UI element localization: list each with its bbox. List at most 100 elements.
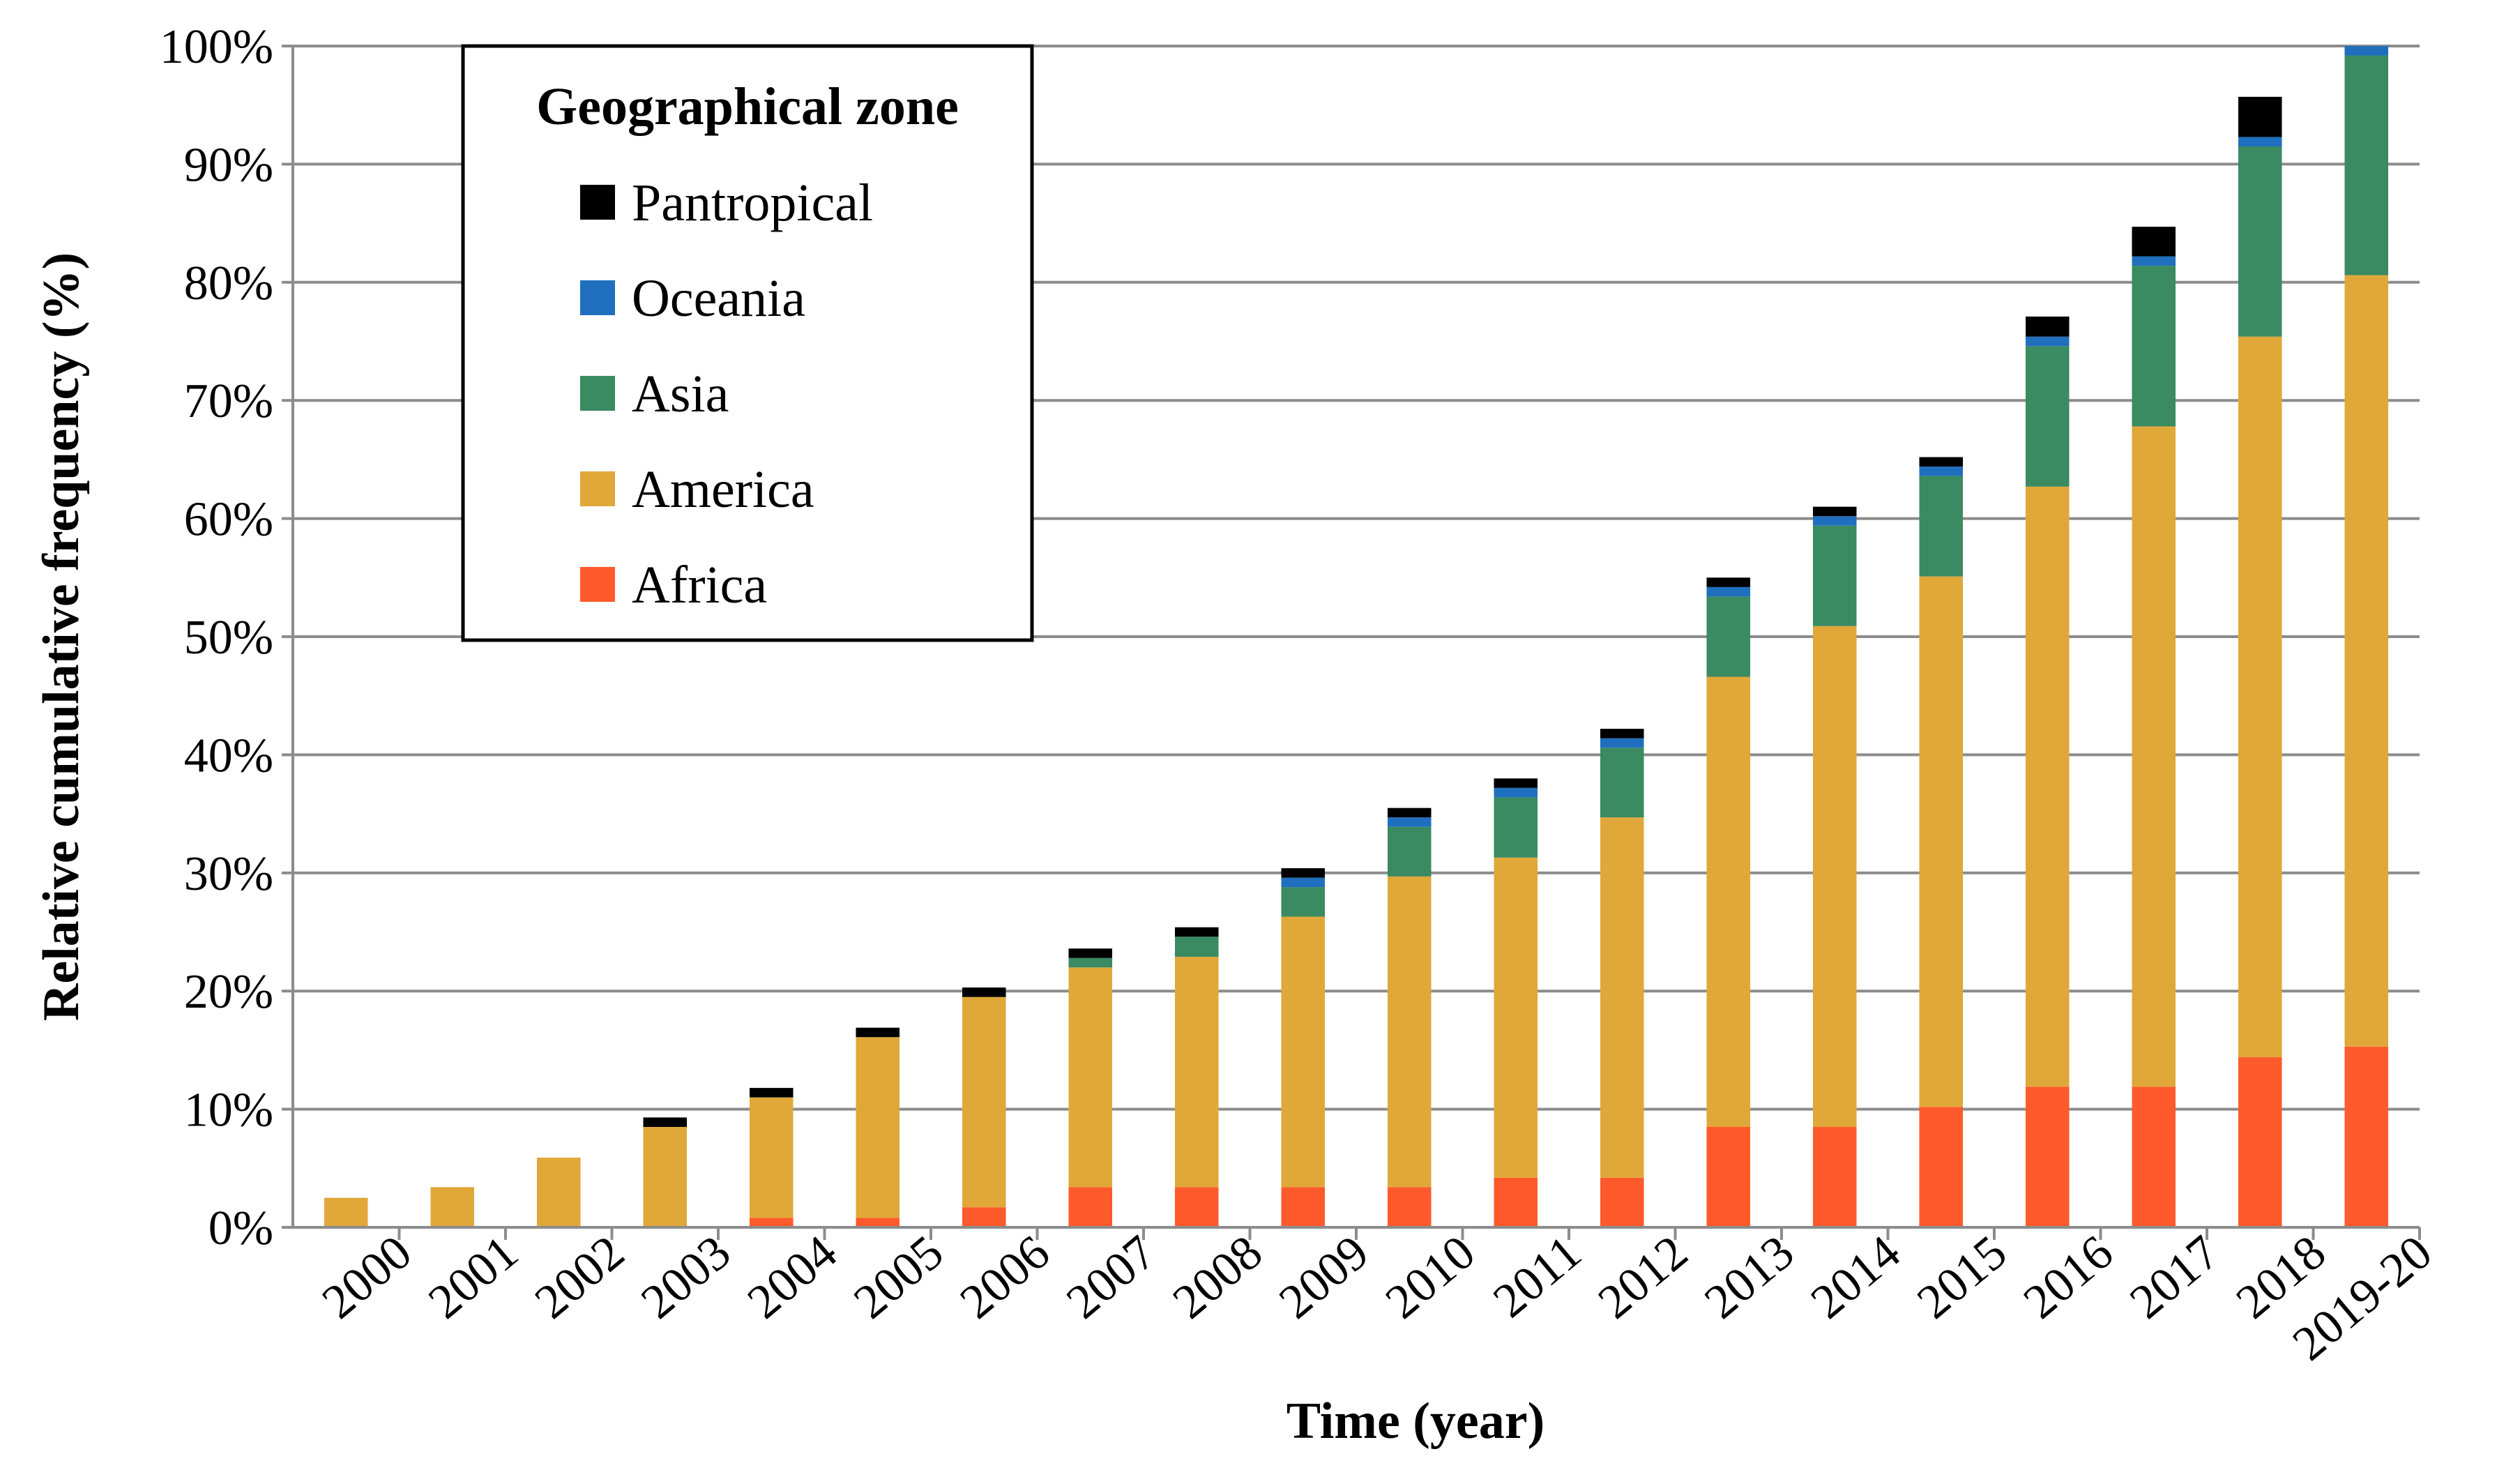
bar-segment-africa — [2344, 1046, 2389, 1227]
bar-segment-pantropical — [2025, 316, 2070, 337]
legend-label-pantropical: Pantropical — [632, 174, 873, 232]
bar-segment-asia — [1387, 826, 1432, 877]
x-tick-labels: 2000200120022003200420052006200720082009… — [312, 1225, 2442, 1371]
bar-segment-pantropical — [1387, 808, 1432, 818]
bar-segment-oceania — [1919, 467, 1964, 476]
bar-segment-america — [1706, 676, 1751, 1128]
bar-segment-asia — [1919, 476, 1964, 577]
bar-segment-america — [2132, 426, 2176, 1087]
legend-swatch-oceania — [580, 280, 615, 315]
bar-segment-america — [430, 1187, 475, 1227]
legend-title: Geographical zone — [536, 77, 959, 136]
y-tick-label: 80% — [184, 257, 273, 310]
bar-segment-pantropical — [1174, 927, 1219, 937]
bar-segment-pantropical — [962, 987, 1006, 997]
bar-segment-america — [1068, 967, 1113, 1188]
bar-segment-africa — [962, 1207, 1006, 1227]
bar-segment-asia — [1281, 887, 1326, 917]
x-tick-label: 2014 — [1801, 1225, 1911, 1329]
legend-swatch-africa — [580, 567, 615, 602]
x-tick-label: 2000 — [312, 1225, 422, 1329]
bar-segment-oceania — [1600, 738, 1644, 748]
bar-segment-pantropical — [1494, 778, 1538, 788]
y-tick-label: 0% — [208, 1202, 273, 1255]
bar-segment-asia — [1812, 525, 1857, 626]
x-tick-label: 2004 — [738, 1225, 847, 1329]
legend-swatch-pantropical — [580, 185, 615, 220]
bar-segment-america — [749, 1097, 794, 1218]
bar-segment-america — [962, 997, 1006, 1208]
bar-segment-oceania — [1494, 787, 1538, 798]
y-tick-labels: 0% 10% 20% 30% 40% 50% 60% 70% 80% 90% 100% — [160, 20, 273, 1255]
bar-segment-oceania — [1281, 877, 1326, 888]
legend-label-africa: Africa — [632, 556, 767, 614]
bar-segment-africa — [1068, 1187, 1113, 1227]
x-tick-label: 2005 — [844, 1225, 954, 1329]
bar-segment-pantropical — [1706, 577, 1751, 587]
x-tick-label: 2012 — [1588, 1225, 1698, 1329]
bar-segment-pantropical — [856, 1027, 900, 1038]
bar-segment-pantropical — [749, 1088, 794, 1098]
x-tick-label: 2010 — [1376, 1225, 1485, 1329]
bar-segment-america — [536, 1158, 581, 1227]
legend: Geographical zone Pantropical Oceania Asia… — [461, 44, 1034, 642]
bar-segment-africa — [2132, 1086, 2176, 1227]
x-tick-label: 2001 — [419, 1225, 529, 1329]
x-tick-label: 2016 — [2014, 1225, 2123, 1329]
legend-label-asia: Asia — [632, 365, 729, 423]
bar-segment-america — [1387, 876, 1432, 1188]
bar-segment-pantropical — [2132, 227, 2176, 257]
bar-segment-africa — [2025, 1086, 2070, 1227]
y-tick-label: 90% — [184, 138, 273, 192]
bar-segment-africa — [1600, 1177, 1644, 1227]
y-tick-label: 20% — [184, 965, 273, 1019]
bar-segment-america — [1494, 857, 1538, 1178]
x-tick-label: 2017 — [2120, 1225, 2230, 1329]
y-tick-label: 70% — [184, 374, 273, 428]
x-axis-title: Time (year) — [1286, 1393, 1545, 1450]
x-tick-label: 2015 — [1908, 1225, 2017, 1329]
bars — [324, 46, 2389, 1227]
bar-segment-america — [2025, 486, 2070, 1087]
bar-segment-asia — [2344, 55, 2389, 275]
x-tick-label: 2003 — [632, 1225, 741, 1329]
bar-segment-asia — [1706, 596, 1751, 677]
bar-segment-africa — [1706, 1127, 1751, 1227]
bar-segment-africa — [1919, 1107, 1964, 1227]
bar-segment-america — [324, 1197, 368, 1227]
bar-segment-oceania — [2132, 256, 2176, 266]
bar-segment-africa — [1387, 1187, 1432, 1227]
legend-swatch-asia — [580, 376, 615, 411]
bar-segment-america — [2344, 275, 2389, 1047]
bar-segment-asia — [2025, 346, 2070, 487]
bar-segment-africa — [2238, 1057, 2282, 1227]
bar-segment-pantropical — [1919, 457, 1964, 467]
bar-segment-pantropical — [1281, 868, 1326, 878]
bar-segment-pantropical — [1812, 506, 1857, 517]
x-tick-label: 2007 — [1057, 1225, 1167, 1329]
legend-box — [461, 44, 1034, 642]
bar-segment-asia — [1068, 957, 1113, 968]
x-tick-label: 2002 — [525, 1225, 635, 1329]
bar-segment-america — [1174, 957, 1219, 1188]
bar-segment-pantropical — [1600, 729, 1644, 738]
y-tick-label: 50% — [184, 611, 273, 665]
bar-segment-africa — [1281, 1187, 1326, 1227]
legend-swatch-america — [580, 471, 615, 506]
y-tick-label: 30% — [184, 847, 273, 901]
bar-segment-oceania — [1706, 586, 1751, 597]
bar-segment-pantropical — [1068, 948, 1113, 958]
bar-segment-asia — [2238, 146, 2282, 337]
bar-segment-pantropical — [643, 1117, 688, 1128]
legend-label-oceania: Oceania — [632, 269, 805, 328]
y-tick-label: 100% — [160, 20, 273, 74]
bar-segment-africa — [1812, 1127, 1857, 1227]
bar-segment-asia — [2132, 266, 2176, 427]
y-axis-title: Relative cumulative frequency (%) — [33, 252, 90, 1021]
x-tick-label: 2006 — [950, 1225, 1060, 1329]
bar-segment-america — [856, 1037, 900, 1218]
bar-segment-oceania — [2344, 46, 2389, 56]
bar-segment-america — [2238, 336, 2282, 1058]
y-tick-label: 10% — [184, 1084, 273, 1137]
bar-segment-asia — [1600, 748, 1644, 818]
